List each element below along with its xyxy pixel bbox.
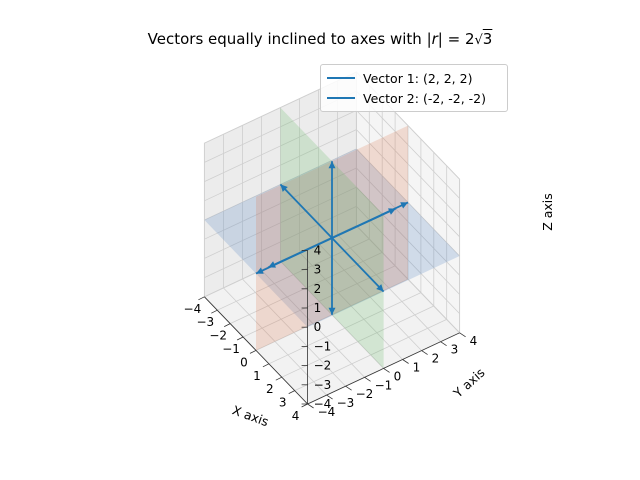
- y-tick-label: −4: [318, 405, 336, 419]
- y-tick: [307, 403, 314, 409]
- vector-arrowhead-6: [256, 267, 264, 274]
- y-tick: [345, 385, 352, 391]
- z-tick-label: −4: [314, 397, 332, 411]
- x-axis-label: X axis: [230, 402, 270, 429]
- vector-arrowhead-3: [376, 284, 384, 292]
- z-tick-label: 1: [314, 301, 322, 315]
- x-tick-label: 4: [292, 409, 300, 423]
- legend-label: Vector 1: (2, 2, 2): [363, 70, 473, 86]
- legend-item-vector-1: Vector 1: (2, 2, 2): [327, 69, 472, 87]
- z-axis-label: Z axis: [540, 193, 555, 231]
- z-tick-label: −1: [314, 339, 332, 353]
- legend-label: Vector 2: (-2, -2, -2): [363, 90, 486, 106]
- legend-line-icon: [327, 77, 355, 79]
- y-tick-label: 1: [413, 361, 421, 375]
- y-tick: [383, 368, 390, 373]
- x-tick: [262, 363, 270, 368]
- gridline: [299, 252, 403, 360]
- vector-arrowhead-4: [280, 184, 288, 192]
- x-tick-label: 1: [253, 369, 261, 383]
- vector-5: [331, 201, 409, 239]
- x-tick: [236, 336, 244, 341]
- x-tick: [275, 376, 282, 381]
- x-tick-label: −2: [209, 329, 227, 343]
- x-tick: [224, 323, 231, 327]
- vector-arrowhead-7: [328, 161, 336, 169]
- vector-3: [331, 237, 385, 293]
- y-tick: [440, 341, 447, 347]
- x-tick: [301, 403, 308, 408]
- gridline: [356, 225, 460, 334]
- x-tick-label: −4: [184, 302, 202, 316]
- y-tick: [364, 376, 371, 382]
- z-tick-label: 0: [314, 320, 322, 334]
- gridline: [204, 110, 357, 182]
- z-tick-label: 3: [314, 263, 322, 277]
- gridline: [318, 243, 422, 351]
- legend-item-vector-2: Vector 2: (-2, -2, -2): [327, 89, 486, 107]
- x-tick-label: 2: [266, 382, 274, 396]
- y-tick: [421, 350, 428, 355]
- z-tick-label: 4: [314, 243, 322, 257]
- gridline: [337, 234, 441, 342]
- vector-arrowhead-5: [400, 202, 408, 209]
- y-tick-label: −2: [356, 387, 374, 401]
- gridline: [356, 110, 460, 218]
- y-tick-label: 2: [432, 352, 440, 366]
- z-tick-label: 2: [314, 282, 322, 296]
- y-axis-label: Y axis: [450, 365, 488, 401]
- vector-4: [279, 183, 333, 239]
- title-vector: r: [431, 30, 438, 48]
- legend: Vector 1: (2, 2, 2) Vector 2: (-2, -2, -…: [320, 64, 508, 112]
- gridline: [356, 129, 460, 238]
- z-tick-label: −2: [314, 359, 332, 373]
- title-prefix: Vectors equally inclined to axes with |: [147, 30, 432, 48]
- vector-6: [255, 237, 333, 275]
- x-tick: [288, 390, 295, 394]
- y-tick: [326, 394, 333, 400]
- y-tick-label: 0: [394, 369, 402, 383]
- title-mid: | = 2: [437, 30, 475, 48]
- vector-arrowhead-8: [328, 307, 336, 315]
- gridline: [204, 129, 357, 202]
- x-tick-label: −3: [196, 315, 214, 329]
- title-root: 3: [482, 30, 493, 48]
- y-tick-label: 3: [451, 343, 459, 357]
- y-tick-label: −3: [337, 396, 355, 410]
- y-tick: [402, 359, 409, 364]
- x-tick: [198, 296, 205, 301]
- y-tick-label: −1: [375, 378, 393, 392]
- x-tick: [211, 309, 218, 314]
- legend-line-icon: [327, 97, 355, 99]
- x-tick-label: 0: [240, 355, 248, 369]
- chart-title: Vectors equally inclined to axes with |r…: [147, 30, 493, 48]
- y-tick-label: 4: [470, 334, 478, 348]
- y-tick: [459, 332, 466, 338]
- gridline: [268, 292, 422, 365]
- z-tick-label: −3: [314, 378, 332, 392]
- x-tick: [249, 350, 257, 354]
- gridline: [294, 319, 447, 391]
- x-tick-label: 3: [279, 396, 287, 410]
- x-tick-label: −1: [222, 342, 240, 356]
